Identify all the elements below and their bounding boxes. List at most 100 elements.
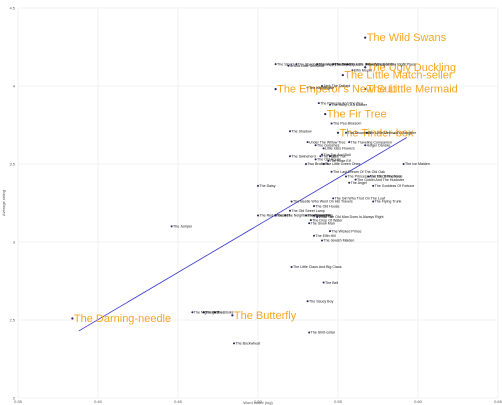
point-label: The Girl Who Trod On The Loaf — [335, 197, 385, 201]
data-point — [257, 214, 259, 217]
point-label: The Shepherdess And The Sweep — [298, 62, 353, 66]
x-tick-label: 0.40 — [94, 399, 103, 404]
point-label: Ib And Little Christina — [290, 64, 324, 68]
data-point — [213, 311, 216, 314]
data-point — [367, 175, 370, 178]
x-tick-label: 0.65 — [494, 399, 502, 404]
point-label: The Little Mermaid's Daughter — [368, 131, 417, 135]
data-point — [231, 314, 234, 317]
x-axis-label: Word count (log) — [243, 400, 273, 405]
data-point — [274, 214, 277, 217]
point-label: The Princess And The Pea — [320, 101, 363, 105]
data-point — [329, 230, 331, 233]
point-label: The Daisy — [259, 184, 275, 188]
point-label: The Angel — [351, 181, 367, 185]
point-label: The Old Street Lamp — [291, 209, 324, 213]
data-point — [314, 144, 317, 147]
data-point — [354, 178, 357, 181]
point-label: The Storks — [277, 62, 295, 66]
data-point — [321, 85, 323, 87]
point-label: The Story Of A Mother — [331, 103, 367, 107]
point-label: Under The Willow Tree — [309, 140, 345, 144]
point-label: The Little Green Ones — [325, 162, 361, 166]
point-label: The Fir Tree — [205, 310, 225, 314]
x-tick-label: 0.60 — [414, 399, 423, 404]
data-point — [330, 170, 333, 173]
x-axis-ticks: 0.35 0.40 0.45 0.50 0.55 0.60 0.65 — [14, 399, 502, 404]
x-tick-label: 0.35 — [14, 399, 23, 404]
point-label: Everything In The Right Place — [368, 62, 415, 66]
point-label: The Traveling Companion — [351, 140, 392, 144]
point-label: Holger Danske — [367, 143, 391, 147]
point-label: The Princess And The Swineherd — [347, 175, 400, 179]
highlight-label: The Little Match-seller — [344, 70, 453, 82]
data-point — [309, 219, 312, 222]
data-point — [313, 234, 315, 237]
data-point — [306, 300, 309, 303]
point-label: The Last Dream Of The Old Oak — [333, 170, 385, 174]
point-label: The Old House — [317, 158, 341, 162]
point-label: The Jewish Maiden — [323, 239, 354, 243]
data-point — [336, 131, 340, 134]
data-point — [317, 102, 320, 105]
point-label: Jack The Dullard — [323, 84, 350, 88]
data-point — [348, 181, 351, 184]
point-label: The Pea Blossom — [333, 122, 361, 126]
point-label: Two Brothers — [307, 162, 328, 166]
data-point — [289, 155, 291, 158]
data-point — [329, 103, 331, 106]
highlight-label: The Ugly Duckling — [367, 62, 456, 74]
highlight-label: The Darning-needle — [74, 313, 171, 325]
point-label: Elfin Mount — [354, 69, 372, 73]
point-label: The Elfin Hill — [315, 234, 335, 238]
data-point — [327, 159, 330, 162]
point-label: The Red Shoes — [259, 214, 284, 218]
y-tick-label: 3 — [13, 240, 16, 245]
data-point — [316, 216, 319, 219]
data-point — [313, 205, 315, 208]
point-label: The Beetle Who Went On His Travels — [293, 200, 353, 204]
data-point — [322, 281, 325, 284]
point-label: What The Old Man Does Is Always Right — [319, 215, 384, 219]
data-point — [289, 130, 291, 133]
point-label: The Snowman — [347, 131, 370, 135]
data-point — [71, 317, 74, 320]
data-point — [274, 88, 277, 91]
data-point — [372, 200, 375, 203]
data-point — [364, 36, 367, 39]
data-point — [322, 163, 325, 165]
highlight-label: The Tinder-box — [340, 127, 414, 139]
x-tick-label: 0.55 — [334, 399, 343, 404]
point-label: The Snow Queen — [335, 62, 363, 66]
data-point — [295, 63, 298, 66]
data-point — [233, 342, 235, 345]
data-point — [290, 200, 293, 203]
data-point — [364, 66, 367, 69]
point-label: The Flying Trunk — [375, 200, 402, 204]
y-tick-label: 4.5 — [9, 6, 15, 11]
data-point — [364, 144, 367, 147]
data-point — [289, 209, 291, 212]
data-point — [372, 184, 375, 187]
data-point — [305, 214, 307, 217]
point-label: The Buckwheat — [235, 342, 260, 346]
data-point — [306, 141, 309, 144]
point-label: The Snow Man — [311, 221, 335, 225]
point-label: The Storks — [216, 310, 234, 314]
data-point — [324, 112, 327, 116]
point-label: The Swineherd — [291, 154, 315, 158]
highlight-label: The Emperor's New Suit — [277, 84, 396, 96]
data-point — [308, 222, 311, 225]
data-point — [402, 163, 405, 165]
data-point — [348, 141, 351, 144]
point-label: The Neighbouring Families — [287, 214, 330, 218]
highlight-label: The Fir Tree — [327, 109, 387, 121]
point-label: The Flax — [322, 154, 336, 158]
data-point — [170, 225, 173, 228]
data-point — [274, 63, 277, 66]
data-point — [191, 311, 194, 314]
x-tick-label: 0.45 — [174, 399, 183, 404]
point-label: Little Ida's Flowers — [325, 147, 355, 151]
